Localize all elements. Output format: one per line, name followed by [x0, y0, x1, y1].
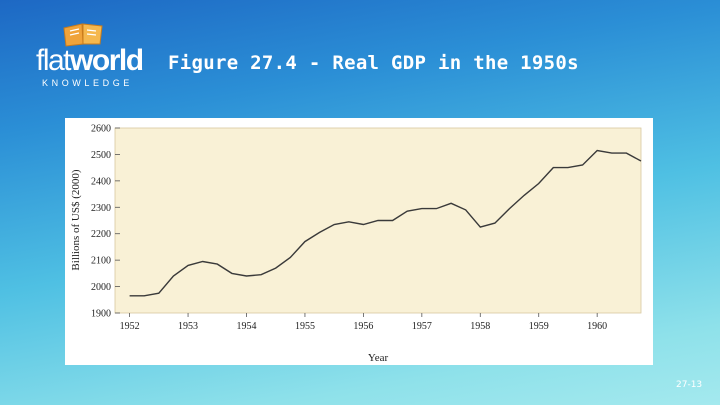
chart-panel: 1900 2000 2100 2200 2300 2400 2500 2600 1952 195…	[65, 118, 653, 365]
y-tick-label: 2400	[91, 176, 111, 187]
y-axis: 1900 2000 2100 2200 2300 2400 2500 2600	[91, 124, 120, 320]
gdp-series-line	[129, 149, 642, 297]
x-axis-title: Year	[368, 352, 389, 364]
x-tick-label: 1958	[470, 321, 490, 332]
x-tick-label: 1955	[295, 321, 315, 332]
page-number: 27-13	[676, 380, 703, 390]
open-book-icon	[63, 23, 103, 47]
y-tick-label: 1900	[91, 309, 111, 320]
y-tick-label: 2500	[91, 150, 111, 161]
logo-word-world: world	[70, 44, 144, 77]
x-tick-label: 1957	[412, 321, 432, 332]
slide-title: Figure 27.4 - Real GDP in the 1950s	[168, 52, 579, 74]
x-tick-label: 1952	[120, 321, 140, 332]
y-tick-label: 2300	[91, 203, 111, 214]
y-tick-label: 2000	[91, 282, 111, 293]
x-axis: 1952 1953 1954 1955 1956 1957 1958 1959 1960	[120, 313, 607, 332]
logo-wordmark: flatworld	[36, 44, 144, 77]
flatworld-logo: flatworld KNOWLEDGE	[30, 22, 144, 112]
x-tick-label: 1956	[353, 321, 373, 332]
x-tick-label: 1953	[178, 321, 198, 332]
x-tick-label: 1960	[587, 321, 607, 332]
x-tick-label: 1959	[529, 321, 549, 332]
y-tick-label: 2600	[91, 124, 111, 135]
y-axis-title: Billions of US$ (2000)	[70, 169, 82, 270]
logo-tagline: KNOWLEDGE	[42, 78, 133, 88]
x-tick-label: 1954	[237, 321, 257, 332]
logo-word-flat: flat	[36, 44, 72, 77]
y-tick-label: 2200	[91, 229, 111, 240]
y-tick-label: 2100	[91, 256, 111, 267]
